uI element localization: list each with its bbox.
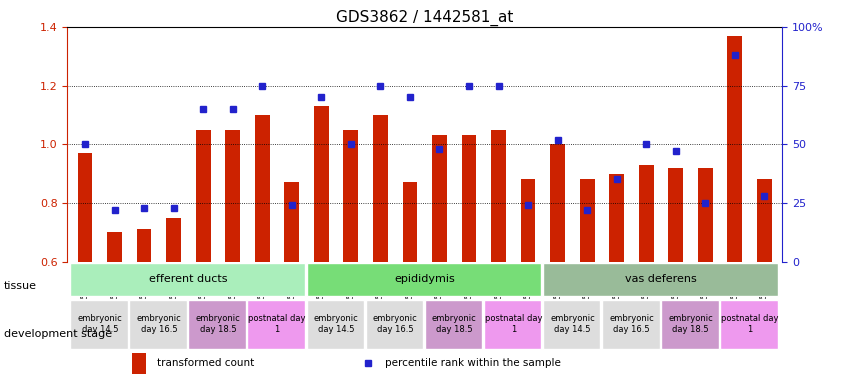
- Bar: [77, 153, 93, 262]
- FancyBboxPatch shape: [307, 300, 364, 349]
- Text: postnatal day
1: postnatal day 1: [721, 314, 779, 334]
- Text: embryonic
day 14.5: embryonic day 14.5: [314, 314, 358, 334]
- Bar: [550, 144, 565, 262]
- Text: percentile rank within the sample: percentile rank within the sample: [385, 358, 561, 368]
- Bar: [314, 106, 329, 262]
- Bar: [639, 165, 653, 262]
- Bar: [107, 232, 122, 262]
- Text: tissue: tissue: [4, 281, 37, 291]
- Bar: [343, 129, 358, 262]
- Bar: [137, 229, 151, 262]
- Text: epididymis: epididymis: [394, 274, 455, 284]
- Bar: [698, 168, 712, 262]
- Bar: [167, 218, 181, 262]
- Text: embryonic
day 18.5: embryonic day 18.5: [432, 314, 477, 334]
- Bar: [255, 115, 270, 262]
- Bar: [432, 136, 447, 262]
- Bar: [610, 174, 624, 262]
- FancyBboxPatch shape: [366, 300, 423, 349]
- FancyBboxPatch shape: [247, 300, 305, 349]
- Bar: [284, 182, 299, 262]
- Bar: [669, 168, 683, 262]
- FancyBboxPatch shape: [602, 300, 659, 349]
- FancyBboxPatch shape: [720, 300, 778, 349]
- Bar: [491, 129, 506, 262]
- Bar: [196, 129, 210, 262]
- Bar: [757, 179, 772, 262]
- FancyBboxPatch shape: [71, 300, 128, 349]
- Bar: [403, 182, 417, 262]
- Text: embryonic
day 16.5: embryonic day 16.5: [609, 314, 653, 334]
- FancyBboxPatch shape: [661, 300, 718, 349]
- Bar: [225, 129, 240, 262]
- FancyBboxPatch shape: [542, 300, 600, 349]
- FancyBboxPatch shape: [188, 300, 246, 349]
- Text: vas deferens: vas deferens: [625, 274, 697, 284]
- Text: postnatal day
1: postnatal day 1: [484, 314, 542, 334]
- Text: embryonic
day 16.5: embryonic day 16.5: [136, 314, 181, 334]
- Text: efferent ducts: efferent ducts: [149, 274, 228, 284]
- Text: embryonic
day 14.5: embryonic day 14.5: [77, 314, 122, 334]
- Title: GDS3862 / 1442581_at: GDS3862 / 1442581_at: [336, 9, 513, 25]
- FancyBboxPatch shape: [484, 300, 542, 349]
- Text: development stage: development stage: [4, 329, 113, 339]
- Bar: [373, 115, 388, 262]
- Bar: [462, 136, 476, 262]
- Bar: [727, 36, 743, 262]
- Text: postnatal day
1: postnatal day 1: [248, 314, 306, 334]
- Text: embryonic
day 18.5: embryonic day 18.5: [669, 314, 713, 334]
- Text: embryonic
day 18.5: embryonic day 18.5: [196, 314, 241, 334]
- Bar: [579, 179, 595, 262]
- FancyBboxPatch shape: [71, 263, 305, 296]
- Text: transformed count: transformed count: [156, 358, 254, 368]
- Bar: [131, 353, 146, 374]
- FancyBboxPatch shape: [307, 263, 542, 296]
- Text: embryonic
day 14.5: embryonic day 14.5: [550, 314, 595, 334]
- FancyBboxPatch shape: [130, 300, 187, 349]
- FancyBboxPatch shape: [425, 300, 482, 349]
- Text: embryonic
day 16.5: embryonic day 16.5: [373, 314, 417, 334]
- Bar: [521, 179, 536, 262]
- FancyBboxPatch shape: [542, 263, 778, 296]
